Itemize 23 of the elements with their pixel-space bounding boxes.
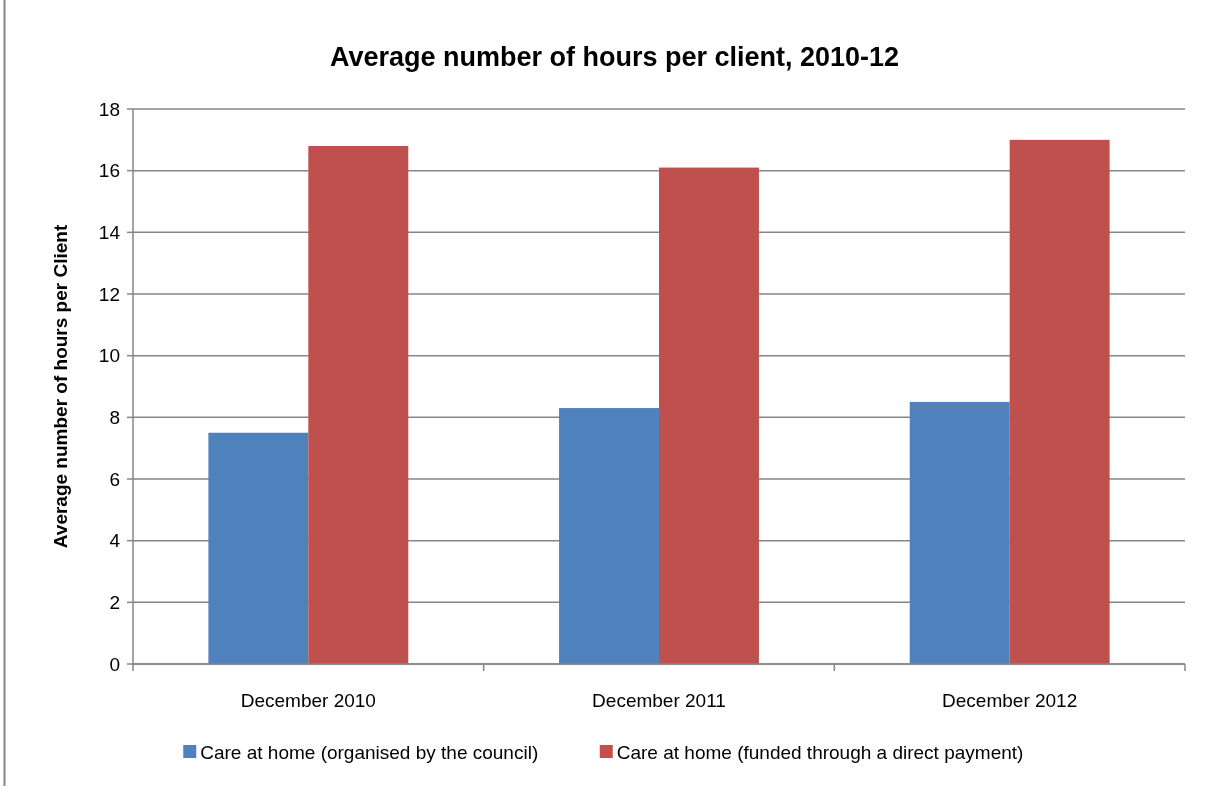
y-tick-label: 18 bbox=[98, 98, 120, 120]
y-tick-label: 10 bbox=[98, 345, 120, 367]
y-axis-title: Average number of hours per Client bbox=[50, 224, 71, 549]
y-tick-label: 14 bbox=[98, 221, 121, 243]
y-tick-label: 2 bbox=[109, 591, 120, 613]
bar bbox=[1009, 139, 1110, 664]
bar bbox=[659, 167, 759, 664]
y-tick-label: 0 bbox=[109, 653, 120, 675]
y-tick-label: 4 bbox=[109, 530, 121, 552]
chart-title: Average number of hours per client, 2010-12 bbox=[329, 42, 900, 72]
legend-label: Care at home (organised by the council) bbox=[200, 741, 539, 763]
y-tick-label: 12 bbox=[98, 283, 120, 305]
y-tick-label: 8 bbox=[109, 406, 120, 428]
bar bbox=[208, 432, 309, 664]
y-tick-label: 6 bbox=[109, 468, 120, 490]
y-tick-label: 16 bbox=[98, 160, 120, 182]
x-tick-label: December 2012 bbox=[942, 690, 1078, 711]
bar bbox=[909, 401, 1010, 664]
bar bbox=[559, 408, 659, 664]
legend-label: Care at home (funded through a direct payment) bbox=[616, 741, 1024, 763]
x-tick-label: December 2010 bbox=[240, 690, 376, 711]
bar bbox=[308, 146, 409, 664]
x-tick-label: December 2011 bbox=[592, 690, 726, 711]
